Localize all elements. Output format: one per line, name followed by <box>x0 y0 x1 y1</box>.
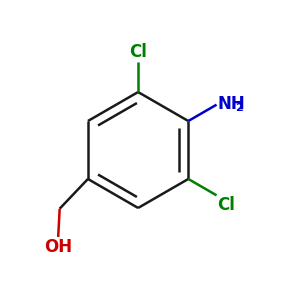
Text: Cl: Cl <box>129 43 147 61</box>
Text: Cl: Cl <box>218 196 235 214</box>
Text: 2: 2 <box>235 103 242 113</box>
Text: OH: OH <box>44 238 72 256</box>
Text: NH: NH <box>218 95 245 113</box>
